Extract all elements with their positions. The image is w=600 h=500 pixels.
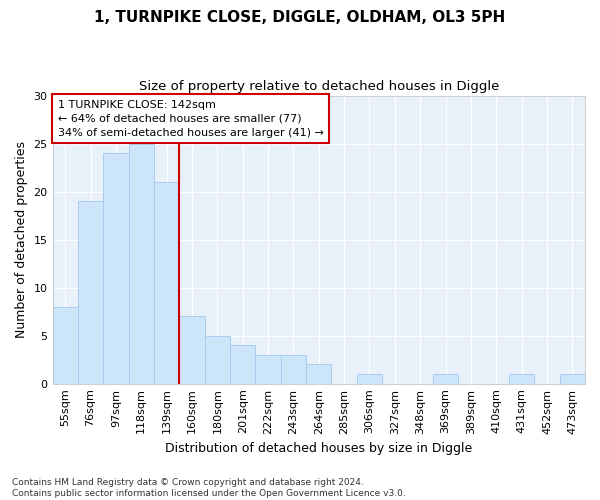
Y-axis label: Number of detached properties: Number of detached properties [15,141,28,338]
Text: 1 TURNPIKE CLOSE: 142sqm
← 64% of detached houses are smaller (77)
34% of semi-d: 1 TURNPIKE CLOSE: 142sqm ← 64% of detach… [58,100,324,138]
Bar [230,346,256,384]
Text: 1, TURNPIKE CLOSE, DIGGLE, OLDHAM, OL3 5PH: 1, TURNPIKE CLOSE, DIGGLE, OLDHAM, OL3 5… [94,10,506,25]
Bar [154,182,179,384]
Bar [53,307,78,384]
Bar [281,355,306,384]
Bar [78,201,103,384]
Bar [433,374,458,384]
Bar [103,153,128,384]
Text: Contains HM Land Registry data © Crown copyright and database right 2024.
Contai: Contains HM Land Registry data © Crown c… [12,478,406,498]
Title: Size of property relative to detached houses in Diggle: Size of property relative to detached ho… [139,80,499,93]
Bar [128,144,154,384]
Bar [306,364,331,384]
Bar [509,374,534,384]
Bar [560,374,585,384]
Bar [357,374,382,384]
X-axis label: Distribution of detached houses by size in Diggle: Distribution of detached houses by size … [165,442,472,455]
Bar [205,336,230,384]
Bar [179,316,205,384]
Bar [256,355,281,384]
